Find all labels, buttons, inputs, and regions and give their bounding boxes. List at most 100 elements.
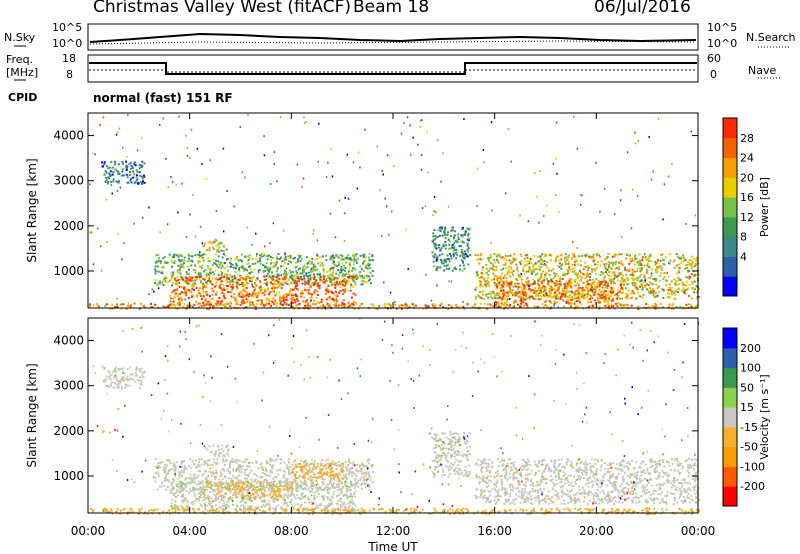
power-cell xyxy=(342,282,345,285)
velocity-cell xyxy=(173,493,176,496)
velocity-cell xyxy=(311,488,314,490)
power-noise xyxy=(111,192,113,195)
power-cell xyxy=(624,266,626,269)
power-cell xyxy=(460,251,463,254)
power-cell xyxy=(541,253,544,256)
power-cell xyxy=(493,253,496,256)
power-cell xyxy=(673,290,676,293)
power-cell xyxy=(159,262,162,265)
power-cell xyxy=(623,304,626,307)
power-cell xyxy=(348,274,351,277)
power-cell xyxy=(489,267,492,270)
power-cell xyxy=(401,304,404,307)
power-cell xyxy=(322,264,325,267)
power-cell xyxy=(354,268,357,271)
velocity-cell xyxy=(283,493,286,496)
power-noise xyxy=(452,252,455,255)
power-cell xyxy=(264,290,267,293)
power-cell xyxy=(471,305,474,308)
power-cell xyxy=(293,299,296,301)
power-cell xyxy=(686,280,689,283)
power-cell xyxy=(603,265,606,268)
power-cell xyxy=(560,258,563,261)
power-cell xyxy=(220,262,223,265)
velocity-cell xyxy=(205,477,208,480)
velocity-cell xyxy=(244,468,247,471)
power-cell xyxy=(654,307,657,310)
velocity-cell xyxy=(154,476,157,479)
power-cell xyxy=(283,273,285,276)
power-cell xyxy=(606,282,609,285)
power-cell xyxy=(628,269,630,272)
power-cell xyxy=(558,286,561,288)
power-cell xyxy=(354,281,357,284)
velocity-cell xyxy=(182,471,185,474)
velocity-cell xyxy=(349,504,352,507)
power-cell xyxy=(587,283,590,285)
power-cell xyxy=(318,256,321,259)
power-cell xyxy=(491,263,494,266)
power-cell xyxy=(691,255,693,258)
velocity-cell xyxy=(195,466,198,469)
power-cell xyxy=(639,267,642,270)
power-cell xyxy=(503,301,506,304)
velocity-cell xyxy=(353,483,356,486)
power-cell xyxy=(517,270,520,273)
power-cell xyxy=(354,274,357,277)
power-cell xyxy=(246,269,249,272)
power-cell xyxy=(154,265,157,268)
velocity-cell xyxy=(208,459,211,462)
power-cell xyxy=(215,245,218,248)
velocity-cell xyxy=(283,480,286,482)
velocity-cell xyxy=(237,474,240,477)
power-cell xyxy=(462,255,465,258)
power-cell xyxy=(303,296,306,299)
power-cell xyxy=(539,258,542,260)
power-cell xyxy=(488,269,490,272)
velocity-cell xyxy=(186,499,189,502)
velocity-cell xyxy=(197,458,200,461)
power-cell xyxy=(322,269,325,272)
power-cell xyxy=(230,262,233,265)
power-cell xyxy=(690,297,693,300)
power-noise xyxy=(330,147,332,150)
velocity-cell xyxy=(232,469,235,472)
power-cell xyxy=(433,265,436,268)
velocity-cell xyxy=(328,504,331,507)
power-cell xyxy=(527,266,530,269)
power-cell xyxy=(501,297,504,300)
power-noise xyxy=(90,231,92,234)
power-noise xyxy=(356,187,359,190)
power-cell xyxy=(367,279,370,282)
power-noise xyxy=(141,137,143,140)
power-cell xyxy=(265,262,268,265)
velocity-cell xyxy=(287,468,290,471)
power-noise xyxy=(234,258,236,261)
power-cell xyxy=(276,276,278,279)
power-cell xyxy=(588,283,591,286)
power-cell xyxy=(277,281,280,284)
power-cell xyxy=(194,276,197,279)
power-cell xyxy=(583,294,585,297)
power-noise xyxy=(289,292,292,295)
power-noise xyxy=(556,172,558,175)
power-cell xyxy=(502,267,505,270)
power-cell xyxy=(481,276,483,279)
power-cell xyxy=(520,286,523,289)
power-cell xyxy=(604,275,607,278)
power-cell xyxy=(646,264,649,267)
power-cell xyxy=(186,289,189,292)
velocity-cell xyxy=(246,458,249,461)
power-cell xyxy=(622,279,625,282)
power-cell xyxy=(595,285,598,288)
power-cell xyxy=(673,266,676,269)
power-cell xyxy=(482,293,485,296)
power-cell xyxy=(576,305,579,308)
power-noise xyxy=(671,162,673,165)
velocity-cell xyxy=(228,467,231,470)
power-cell xyxy=(662,278,665,281)
power-cell xyxy=(291,305,294,308)
power-cell xyxy=(476,258,478,261)
power-cell xyxy=(506,255,509,257)
velocity-cell xyxy=(240,504,243,507)
